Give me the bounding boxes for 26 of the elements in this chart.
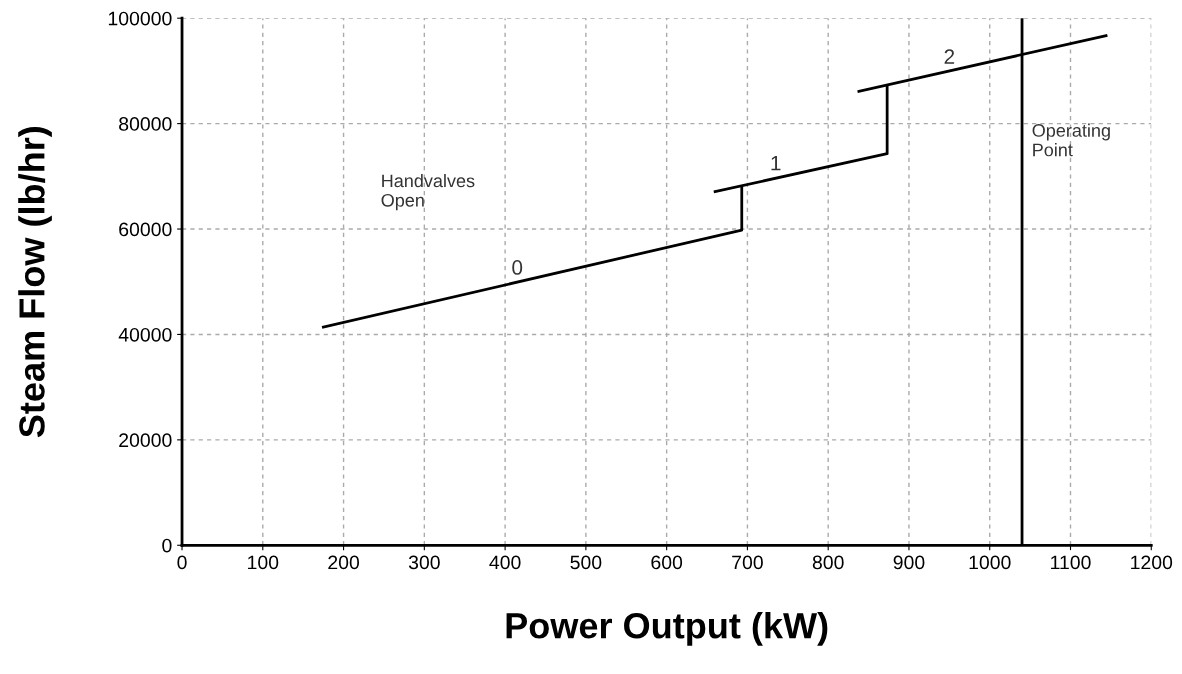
x-tick-label: 300 [408,555,440,570]
y-tick-label: 20000 [119,433,172,448]
annotation: 2 [944,49,955,64]
x-tick-label: 0 [177,555,187,570]
x-tick-label: 800 [812,555,844,570]
annotation: 0 [512,260,523,275]
x-tick-label: 1200 [1131,555,1173,570]
annotation: Handvalves Open [381,173,475,211]
x-tick-label: 400 [489,555,521,570]
x-tick-label: 700 [732,555,763,570]
y-tick-label: 60000 [119,222,172,237]
y-tick-label: 40000 [118,327,172,342]
x-tick-label: 1100 [1051,555,1091,570]
y-tick-label: 0 [162,538,172,553]
y-tick-label: 80000 [119,117,172,131]
y-axis-title: Steam Flow (lb/hr) [18,127,52,438]
x-tick-label: 1000 [969,555,1011,570]
x-tick-label: 200 [328,555,360,570]
x-axis-title: Power Output (kW) [506,612,828,646]
ref-line-label: Operating Point [1032,123,1110,157]
x-tick-label: 900 [893,555,925,570]
annotation: 1 [771,155,781,171]
x-tick-label: 600 [651,555,683,570]
y-tick-label: 100000 [108,11,172,26]
x-tick-label: 100 [248,555,279,570]
x-tick-label: 500 [570,555,602,570]
